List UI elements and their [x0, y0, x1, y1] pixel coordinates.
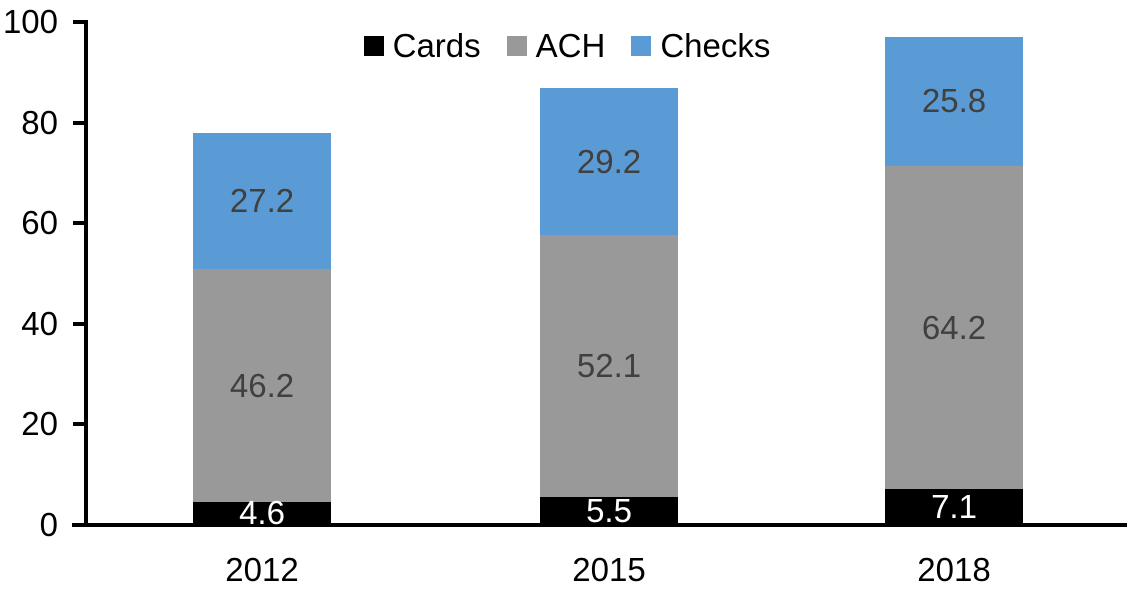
data-label: 5.5: [586, 492, 632, 530]
legend-item-checks: Checks: [631, 27, 770, 65]
y-tick-mark: [73, 20, 86, 24]
data-label: 29.2: [576, 142, 642, 180]
y-tick-label: 20: [21, 405, 58, 443]
y-tick-label: 0: [39, 506, 58, 543]
legend-swatch-icon: [506, 36, 527, 56]
y-tick-mark: [73, 221, 86, 226]
legend-label: Cards: [392, 27, 481, 64]
segment-ach-2015: 52.1: [540, 235, 678, 498]
x-tick-label-2015: 2015: [572, 551, 646, 588]
y-tick-label: 100: [2, 3, 58, 40]
data-label: 52.1: [576, 347, 642, 385]
x-axis-line: [72, 523, 1127, 527]
y-tick-label: 80: [21, 103, 58, 141]
bar-2018: 7.1 64.2 25.8: [885, 36, 1023, 525]
data-label: 64.2: [921, 308, 987, 346]
segment-cards-2018: 7.1: [885, 489, 1023, 525]
segment-checks-2018: 25.8: [885, 36, 1023, 167]
segment-cards-2012: 4.6: [193, 495, 331, 531]
bar-2015: 5.5 52.1 29.2: [540, 88, 678, 529]
y-tick-mark: [73, 321, 86, 326]
segment-ach-2018: 64.2: [885, 166, 1023, 490]
segment-ach-2012: 46.2: [193, 269, 331, 502]
legend-item-ach: ACH: [506, 27, 606, 65]
legend-label: Checks: [660, 27, 771, 64]
legend-swatch-icon: [363, 36, 384, 56]
data-label: 27.2: [229, 182, 295, 220]
data-label: 25.8: [921, 82, 987, 120]
y-tick-label: 60: [21, 204, 58, 242]
segment-checks-2012: 27.2: [193, 132, 331, 270]
x-tick-label-2018: 2018: [917, 551, 991, 588]
segment-cards-2015: 5.5: [540, 493, 678, 529]
legend-item-cards: Cards: [363, 27, 481, 65]
x-tick-label-2012: 2012: [225, 551, 299, 588]
data-label: 46.2: [229, 366, 295, 404]
y-tick-mark: [73, 422, 86, 427]
data-label: 7.1: [931, 488, 977, 526]
legend-swatch-icon: [631, 36, 652, 56]
y-tick-label: 40: [21, 304, 58, 342]
segment-checks-2015: 29.2: [540, 88, 678, 236]
bar-2012: 4.6 46.2 27.2: [193, 132, 331, 531]
legend-label: ACH: [535, 27, 606, 64]
y-axis-line: [84, 20, 88, 527]
y-tick-mark: [73, 120, 86, 125]
